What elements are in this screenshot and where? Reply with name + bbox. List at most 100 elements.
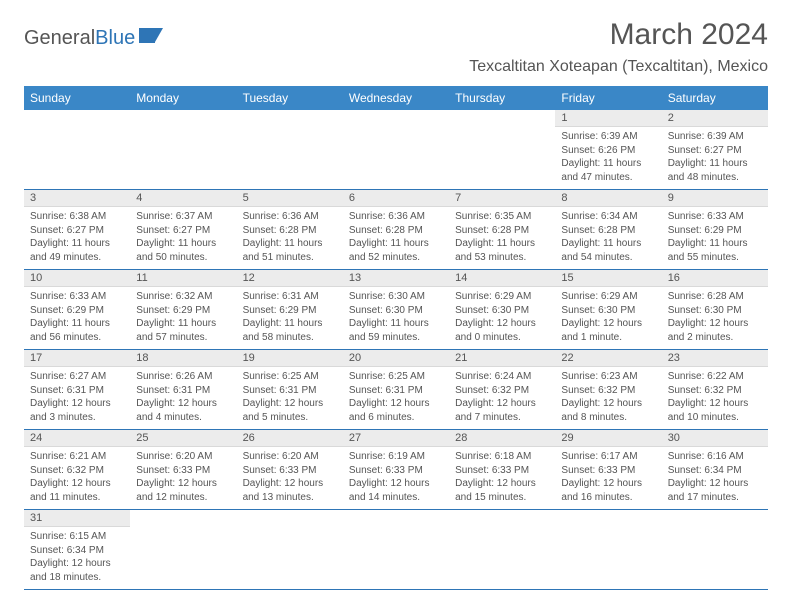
day-details: Sunrise: 6:33 AMSunset: 6:29 PMDaylight:… (662, 207, 768, 269)
calendar-day-cell: 4Sunrise: 6:37 AMSunset: 6:27 PMDaylight… (130, 190, 236, 270)
calendar-table: SundayMondayTuesdayWednesdayThursdayFrid… (24, 86, 768, 590)
day-number: 9 (662, 190, 768, 207)
calendar-day-cell: 1Sunrise: 6:39 AMSunset: 6:26 PMDaylight… (555, 110, 661, 190)
day-number: 12 (237, 270, 343, 287)
calendar-day-cell: 25Sunrise: 6:20 AMSunset: 6:33 PMDayligh… (130, 430, 236, 510)
calendar-week-row: 24Sunrise: 6:21 AMSunset: 6:32 PMDayligh… (24, 430, 768, 510)
day-number: 21 (449, 350, 555, 367)
day-number: 19 (237, 350, 343, 367)
day-number: 23 (662, 350, 768, 367)
calendar-day-cell: 28Sunrise: 6:18 AMSunset: 6:33 PMDayligh… (449, 430, 555, 510)
day-number: 24 (24, 430, 130, 447)
weekday-header: Tuesday (237, 86, 343, 110)
calendar-week-row: 31Sunrise: 6:15 AMSunset: 6:34 PMDayligh… (24, 510, 768, 590)
day-number: 29 (555, 430, 661, 447)
calendar-day-cell: 21Sunrise: 6:24 AMSunset: 6:32 PMDayligh… (449, 350, 555, 430)
calendar-day-cell: 3Sunrise: 6:38 AMSunset: 6:27 PMDaylight… (24, 190, 130, 270)
calendar-day-cell (343, 510, 449, 590)
calendar-day-cell (130, 110, 236, 190)
day-details: Sunrise: 6:32 AMSunset: 6:29 PMDaylight:… (130, 287, 236, 349)
day-details: Sunrise: 6:39 AMSunset: 6:26 PMDaylight:… (555, 127, 661, 189)
calendar-day-cell (24, 110, 130, 190)
day-details: Sunrise: 6:24 AMSunset: 6:32 PMDaylight:… (449, 367, 555, 429)
day-number: 4 (130, 190, 236, 207)
calendar-day-cell: 13Sunrise: 6:30 AMSunset: 6:30 PMDayligh… (343, 270, 449, 350)
title-block: March 2024 Texcaltitan Xoteapan (Texcalt… (469, 18, 768, 76)
calendar-day-cell: 12Sunrise: 6:31 AMSunset: 6:29 PMDayligh… (237, 270, 343, 350)
calendar-day-cell (237, 110, 343, 190)
calendar-day-cell: 24Sunrise: 6:21 AMSunset: 6:32 PMDayligh… (24, 430, 130, 510)
calendar-day-cell: 29Sunrise: 6:17 AMSunset: 6:33 PMDayligh… (555, 430, 661, 510)
day-details: Sunrise: 6:33 AMSunset: 6:29 PMDaylight:… (24, 287, 130, 349)
weekday-header: Monday (130, 86, 236, 110)
day-details: Sunrise: 6:36 AMSunset: 6:28 PMDaylight:… (343, 207, 449, 269)
calendar-day-cell: 10Sunrise: 6:33 AMSunset: 6:29 PMDayligh… (24, 270, 130, 350)
calendar-day-cell: 6Sunrise: 6:36 AMSunset: 6:28 PMDaylight… (343, 190, 449, 270)
day-number: 2 (662, 110, 768, 127)
calendar-day-cell: 30Sunrise: 6:16 AMSunset: 6:34 PMDayligh… (662, 430, 768, 510)
day-details: Sunrise: 6:20 AMSunset: 6:33 PMDaylight:… (237, 447, 343, 509)
day-number: 5 (237, 190, 343, 207)
day-details: Sunrise: 6:20 AMSunset: 6:33 PMDaylight:… (130, 447, 236, 509)
brand-logo: GeneralBlue (24, 26, 165, 50)
day-number: 22 (555, 350, 661, 367)
day-number: 14 (449, 270, 555, 287)
calendar-day-cell: 15Sunrise: 6:29 AMSunset: 6:30 PMDayligh… (555, 270, 661, 350)
calendar-body: 1Sunrise: 6:39 AMSunset: 6:26 PMDaylight… (24, 110, 768, 590)
day-details: Sunrise: 6:29 AMSunset: 6:30 PMDaylight:… (449, 287, 555, 349)
calendar-day-cell (449, 110, 555, 190)
day-number: 16 (662, 270, 768, 287)
calendar-header-row: SundayMondayTuesdayWednesdayThursdayFrid… (24, 86, 768, 110)
calendar-week-row: 1Sunrise: 6:39 AMSunset: 6:26 PMDaylight… (24, 110, 768, 190)
day-number: 1 (555, 110, 661, 127)
calendar-day-cell (343, 110, 449, 190)
day-number: 28 (449, 430, 555, 447)
brand-part1: General (24, 27, 95, 50)
calendar-day-cell: 23Sunrise: 6:22 AMSunset: 6:32 PMDayligh… (662, 350, 768, 430)
day-details: Sunrise: 6:39 AMSunset: 6:27 PMDaylight:… (662, 127, 768, 189)
day-number: 26 (237, 430, 343, 447)
day-details: Sunrise: 6:26 AMSunset: 6:31 PMDaylight:… (130, 367, 236, 429)
day-details: Sunrise: 6:18 AMSunset: 6:33 PMDaylight:… (449, 447, 555, 509)
header: GeneralBlue March 2024 Texcaltitan Xotea… (24, 18, 768, 76)
day-details: Sunrise: 6:37 AMSunset: 6:27 PMDaylight:… (130, 207, 236, 269)
day-number: 7 (449, 190, 555, 207)
day-number: 8 (555, 190, 661, 207)
calendar-day-cell: 17Sunrise: 6:27 AMSunset: 6:31 PMDayligh… (24, 350, 130, 430)
day-number: 25 (130, 430, 236, 447)
day-details: Sunrise: 6:29 AMSunset: 6:30 PMDaylight:… (555, 287, 661, 349)
calendar-day-cell (555, 510, 661, 590)
weekday-header: Sunday (24, 86, 130, 110)
weekday-header: Wednesday (343, 86, 449, 110)
day-details: Sunrise: 6:21 AMSunset: 6:32 PMDaylight:… (24, 447, 130, 509)
day-number: 31 (24, 510, 130, 527)
day-number: 27 (343, 430, 449, 447)
day-details: Sunrise: 6:25 AMSunset: 6:31 PMDaylight:… (343, 367, 449, 429)
location-label: Texcaltitan Xoteapan (Texcaltitan), Mexi… (469, 58, 768, 76)
day-number: 17 (24, 350, 130, 367)
day-number: 18 (130, 350, 236, 367)
weekday-header: Thursday (449, 86, 555, 110)
calendar-day-cell (449, 510, 555, 590)
calendar-week-row: 17Sunrise: 6:27 AMSunset: 6:31 PMDayligh… (24, 350, 768, 430)
day-details: Sunrise: 6:36 AMSunset: 6:28 PMDaylight:… (237, 207, 343, 269)
day-details: Sunrise: 6:16 AMSunset: 6:34 PMDaylight:… (662, 447, 768, 509)
day-details: Sunrise: 6:25 AMSunset: 6:31 PMDaylight:… (237, 367, 343, 429)
calendar-day-cell (662, 510, 768, 590)
day-details: Sunrise: 6:30 AMSunset: 6:30 PMDaylight:… (343, 287, 449, 349)
flag-icon (139, 26, 165, 50)
day-number: 15 (555, 270, 661, 287)
calendar-day-cell (237, 510, 343, 590)
day-details: Sunrise: 6:28 AMSunset: 6:30 PMDaylight:… (662, 287, 768, 349)
day-details: Sunrise: 6:38 AMSunset: 6:27 PMDaylight:… (24, 207, 130, 269)
calendar-day-cell: 18Sunrise: 6:26 AMSunset: 6:31 PMDayligh… (130, 350, 236, 430)
calendar-day-cell: 11Sunrise: 6:32 AMSunset: 6:29 PMDayligh… (130, 270, 236, 350)
calendar-day-cell: 8Sunrise: 6:34 AMSunset: 6:28 PMDaylight… (555, 190, 661, 270)
day-number: 30 (662, 430, 768, 447)
day-details: Sunrise: 6:27 AMSunset: 6:31 PMDaylight:… (24, 367, 130, 429)
calendar-day-cell (130, 510, 236, 590)
calendar-day-cell: 19Sunrise: 6:25 AMSunset: 6:31 PMDayligh… (237, 350, 343, 430)
calendar-day-cell: 14Sunrise: 6:29 AMSunset: 6:30 PMDayligh… (449, 270, 555, 350)
calendar-day-cell: 22Sunrise: 6:23 AMSunset: 6:32 PMDayligh… (555, 350, 661, 430)
brand-part2: Blue (95, 27, 135, 50)
